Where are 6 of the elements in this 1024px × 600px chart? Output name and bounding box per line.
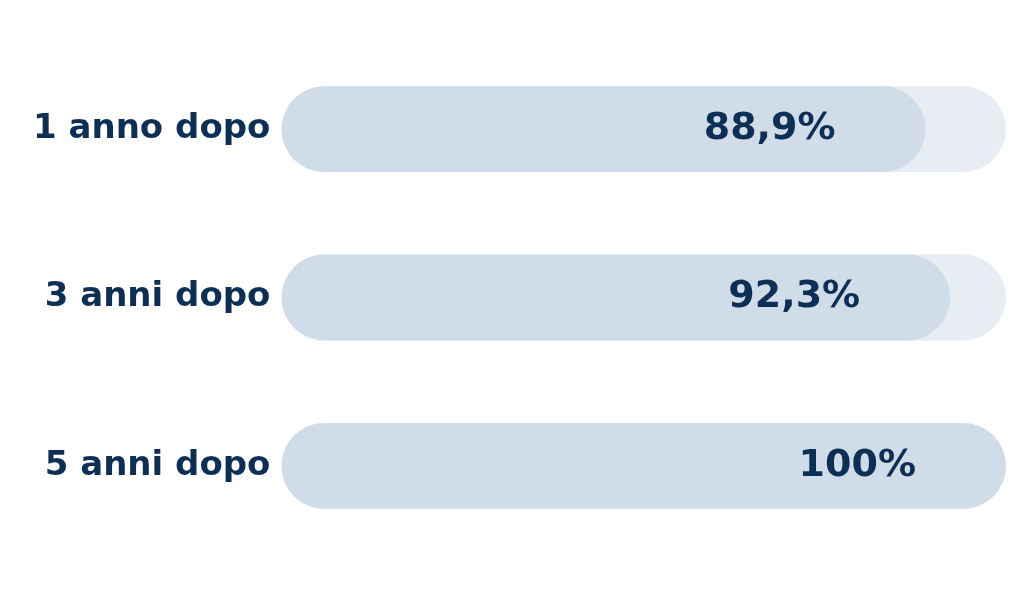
y-tick-label: 5 anni dopo [44,442,271,483]
data-label: 92,3% [728,272,861,317]
y-tick-label: 3 anni dopo [44,274,271,315]
data-label: 88,9% [703,104,836,149]
y-tick-label: 1 anno dopo [33,105,271,146]
data-label: 100% [798,440,916,485]
